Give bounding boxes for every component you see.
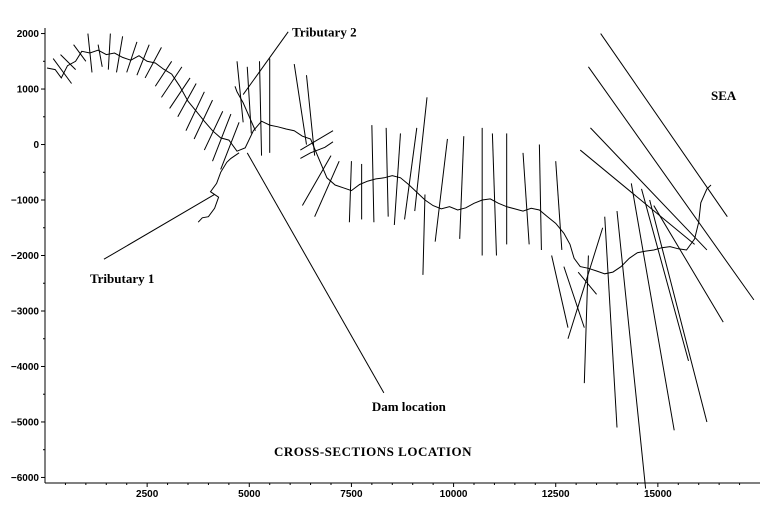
cross-section-line [259,61,263,156]
cross-section-line [220,122,240,170]
sea-label: SEA [711,88,737,103]
cross-section-line [203,111,224,151]
chart-title: CROSS-SECTIONS LOCATION [274,444,472,459]
cross-section-line [538,144,542,250]
cross-section-line [52,58,72,84]
annotation-leaders [103,31,385,394]
tributary-channel [300,141,334,159]
cross-section-line [434,138,448,242]
cross-section-line [136,44,150,76]
cross-section-line [641,188,689,362]
axes: 2500 5000 7500 10000 12500 15000200010000−100… [11,29,741,500]
cross-section-line [616,211,647,489]
y-tick-label: −4000 [11,362,40,373]
cross-section-line [579,149,695,245]
tributary-1-leader [103,194,215,260]
cross-section-line [348,161,352,223]
x-tick-label: 15000 [644,489,672,500]
cross-section-line [422,194,426,275]
cross-sections [52,33,755,489]
y-tick-label: 1000 [17,85,40,96]
cross-section-line [590,127,708,251]
cross-section-line [583,255,589,384]
cross-section-line [630,183,675,431]
cross-section-line [185,91,205,131]
cross-section-line [236,61,244,123]
y-tick-label: −1000 [11,196,40,207]
tributary-1-label: Tributary 1 [90,271,154,286]
tributary-2-label: Tributary 2 [292,24,356,39]
y-tick-label: −6000 [11,473,40,484]
y-tick-label: −3000 [11,306,40,317]
cross-section-line [555,161,563,250]
cross-section-line [600,33,728,217]
cross-section-line [385,127,389,217]
tributary-2-leader [242,31,289,95]
x-tick-label: 12500 [542,489,570,500]
y-tick-label: −2000 [11,251,40,262]
cross-section-line [301,155,332,206]
cross-section-line [169,77,191,109]
tributary-2-channel [234,86,256,131]
cross-section-line [161,66,183,98]
cross-section-line [107,33,111,70]
y-tick-label: −5000 [11,417,40,428]
y-tick-label: 0 [33,140,39,151]
river-network [46,49,712,275]
dam-location-leader [246,152,385,394]
cross-section-line [567,227,604,339]
cross-section-line [522,152,530,245]
cross-section-line [414,97,428,212]
cross-section-line [563,266,585,328]
x-tick-label: 2500 [136,489,159,500]
cross-section-line [649,199,708,423]
cross-section-line [604,216,618,428]
cross-section-line [459,136,465,239]
cross-section-line [116,36,124,73]
cross-section-line [587,66,755,301]
cross-section-line [393,133,401,226]
cross-section-line [491,133,497,256]
x-tick-label: 5000 [238,489,261,500]
cross-section-line [300,130,334,151]
main-river [46,49,712,275]
cross-section-line [97,44,103,67]
plot-frame [44,28,760,484]
cross-section-line [314,160,340,217]
cross-section-line [154,61,173,87]
cross-section-line [404,127,418,220]
cross-section-line [60,54,76,70]
cross-section-line [126,41,138,73]
y-tick-label: 2000 [17,29,40,40]
cross-section-line [293,63,307,145]
tributary-1-channel [197,152,240,223]
cross-section-line [246,66,252,134]
dam-location-label: Dam location [372,399,447,414]
annotation-labels: Tributary 2 SEA Tributary 1 Dam location [90,24,737,414]
cross-section-line [212,113,232,162]
cross-section-line [551,255,569,328]
cross-section-line [371,125,375,223]
x-tick-label: 10000 [440,489,468,500]
x-tick-label: 7500 [340,489,363,500]
cross-section-line [653,205,724,323]
cross-section-line [73,44,87,62]
